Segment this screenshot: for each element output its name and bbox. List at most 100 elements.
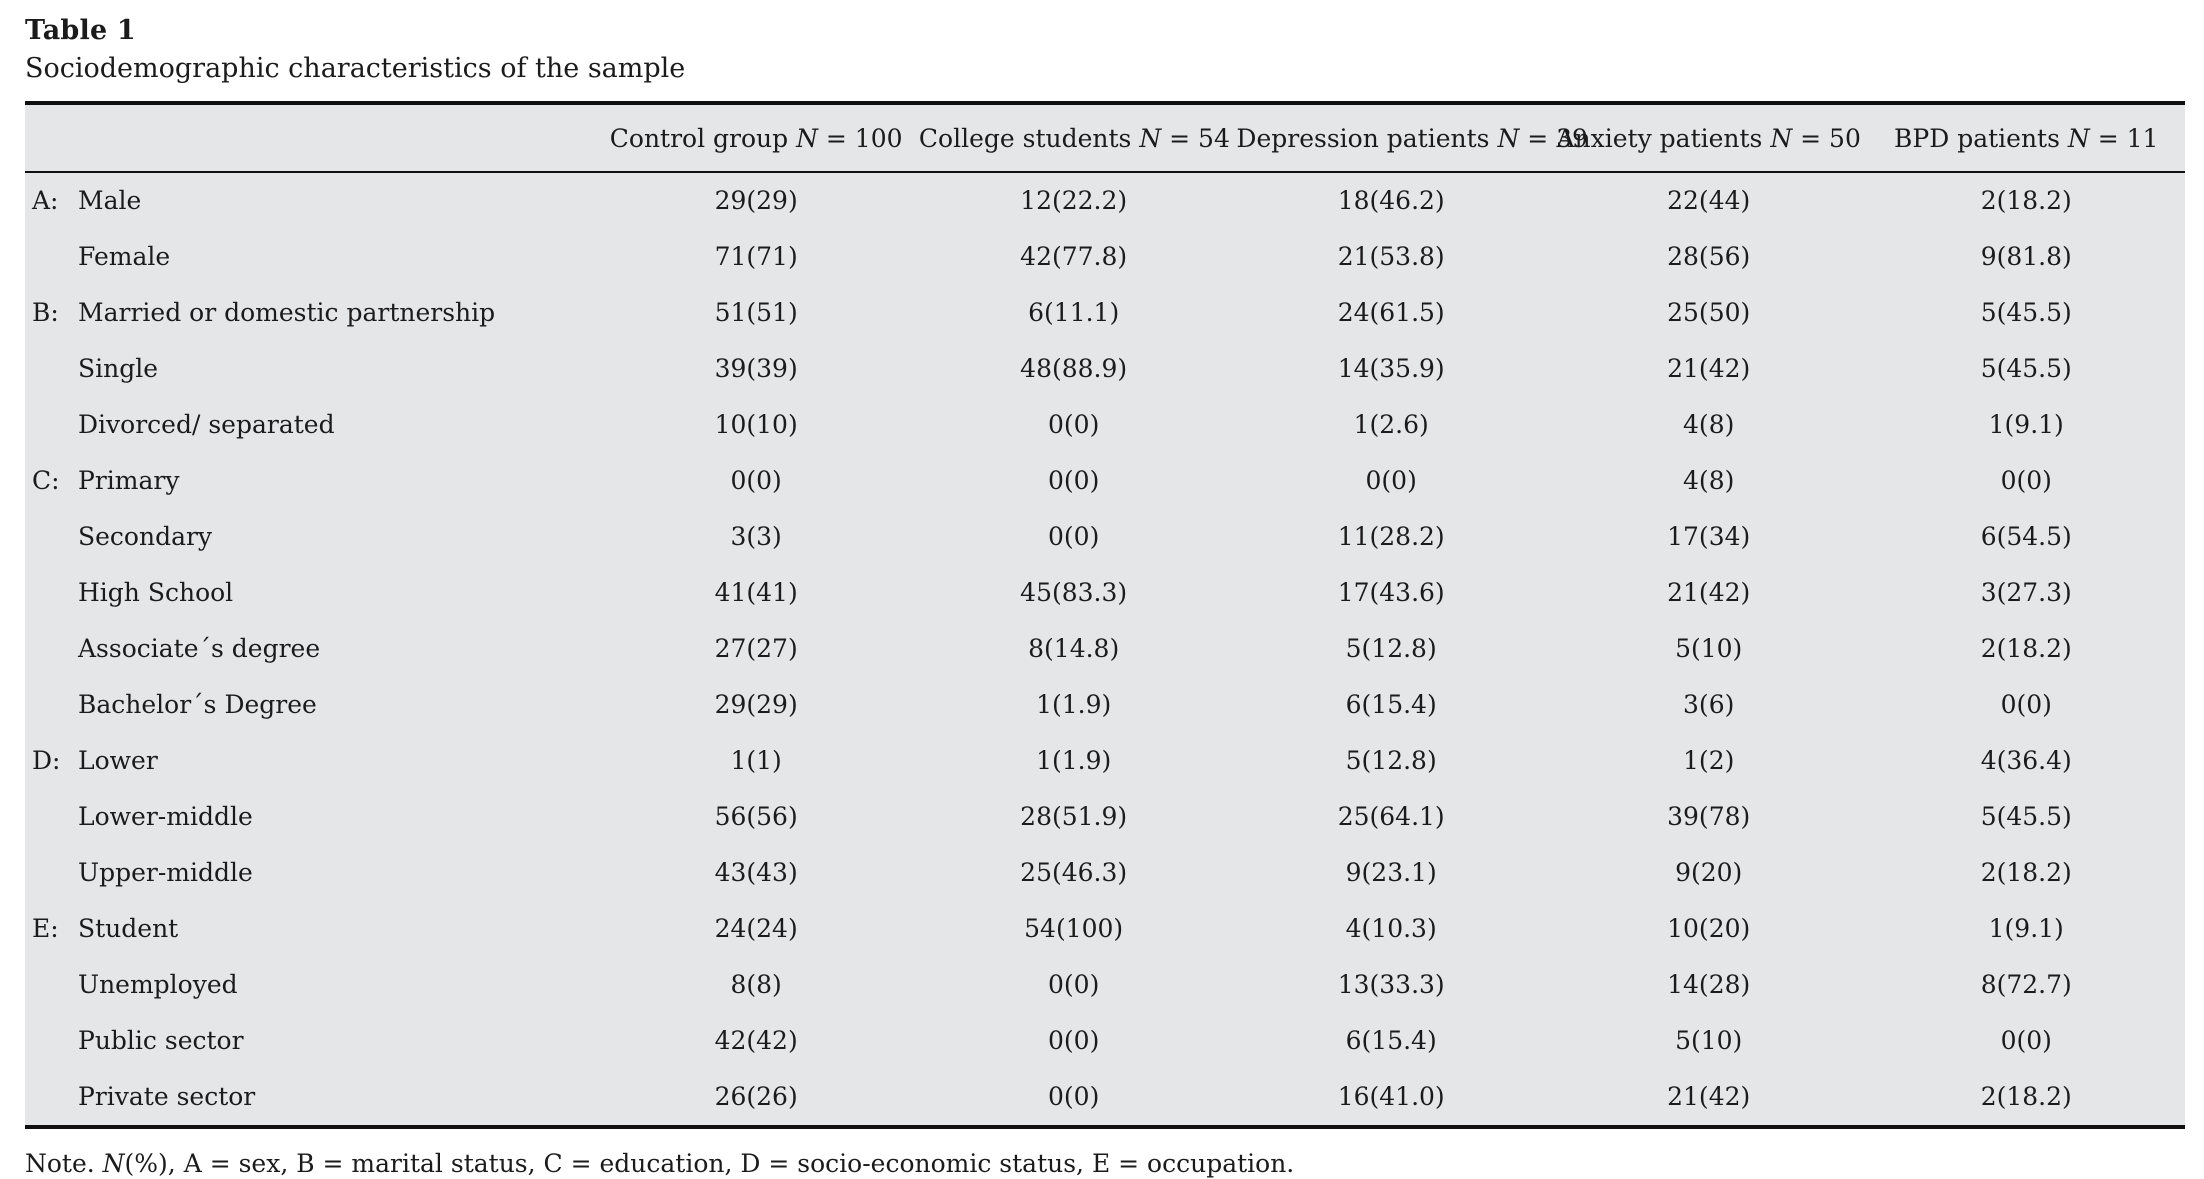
cell-anxiety-patients: 22(44) [1667,185,1751,215]
cell-college-students: 54(100) [1024,913,1124,943]
column-header: Anxiety patients N = 50 [1556,123,1861,153]
row-label: Primary [78,465,180,495]
note-prefix: Note. [25,1148,103,1178]
note-n-symbol: N [102,1148,125,1178]
cell-control-group: 8(8) [730,969,782,999]
table-header: Control group N = 100 College students N … [25,103,2185,172]
row-prefix: E: [32,913,59,943]
cell-control-group: 1(1) [730,745,782,775]
cell-bpd-patients: 1(9.1) [1988,913,2064,943]
cell-control-group: 29(29) [714,185,798,215]
row-label: Divorced/ separated [78,409,335,439]
cell-control-group: 27(27) [714,633,798,663]
cell-bpd-patients: 3(27.3) [1980,577,2072,607]
table-row: Bachelor´s Degree 29(29) 1(1.9) 6(15.4) … [25,677,2185,733]
table-row: Female 71(71) 42(77.8) 21(53.8) 28(56) 9… [25,229,2185,285]
table-row: Single 39(39) 48(88.9) 14(35.9) 21(42) 5… [25,341,2185,397]
cell-control-group: 26(26) [714,1081,798,1111]
cell-bpd-patients: 2(18.2) [1980,633,2072,663]
cell-anxiety-patients: 14(28) [1667,969,1751,999]
cell-depression-patients: 25(64.1) [1337,801,1445,831]
row-prefix: C: [32,465,60,495]
n-symbol: N [1497,123,1520,153]
cell-depression-patients: 14(35.9) [1337,353,1445,383]
row-label: Associate´s degree [78,633,321,663]
cell-anxiety-patients: 9(20) [1675,857,1743,887]
cell-control-group: 39(39) [714,353,798,383]
cell-anxiety-patients: 39(78) [1667,801,1751,831]
cell-depression-patients: 6(15.4) [1345,1025,1437,1055]
cell-college-students: 42(77.8) [1020,241,1128,271]
cell-college-students: 0(0) [1048,465,1100,495]
cell-bpd-patients: 0(0) [2000,465,2052,495]
cell-college-students: 8(14.8) [1028,633,1120,663]
cell-bpd-patients: 4(36.4) [1980,745,2072,775]
row-prefix: D: [32,745,61,775]
cell-control-group: 3(3) [730,521,782,551]
cell-depression-patients: 5(12.8) [1345,745,1437,775]
row-label: Bachelor´s Degree [78,689,317,719]
row-label: Student [78,913,179,943]
cell-college-students: 6(11.1) [1028,297,1120,327]
cell-control-group: 41(41) [714,577,798,607]
cell-control-group: 24(24) [714,913,798,943]
cell-bpd-patients: 8(72.7) [1980,969,2072,999]
cell-anxiety-patients: 3(6) [1683,689,1735,719]
cell-control-group: 10(10) [714,409,798,439]
cell-depression-patients: 9(23.1) [1345,857,1437,887]
sociodemographic-table: Control group N = 100 College students N … [25,100,2185,1129]
cell-depression-patients: 5(12.8) [1345,633,1437,663]
cell-anxiety-patients: 25(50) [1667,297,1751,327]
cell-control-group: 42(42) [714,1025,798,1055]
table-row: Upper-middle 43(43) 25(46.3) 9(23.1) 9(2… [25,845,2185,901]
row-label-cell: Bachelor´s Degree [25,677,597,733]
cell-control-group: 29(29) [714,689,798,719]
cell-anxiety-patients: 10(20) [1667,913,1751,943]
cell-college-students: 12(22.2) [1020,185,1128,215]
cell-college-students: 25(46.3) [1020,857,1128,887]
row-label-cell: Secondary [25,509,597,565]
row-label: Unemployed [78,969,238,999]
cell-anxiety-patients: 21(42) [1667,1081,1751,1111]
cell-depression-patients: 1(2.6) [1353,409,1429,439]
column-header: College students N = 54 [918,123,1230,153]
row-label-cell: A: Male [25,172,597,229]
row-label: Secondary [78,521,213,551]
header-stub-cell [25,103,597,172]
row-label-cell: E: Student [25,901,597,957]
n-symbol: N [2067,123,2090,153]
cell-college-students: 0(0) [1048,969,1100,999]
table-row: Public sector 42(42) 0(0) 6(15.4) 5(10) … [25,1013,2185,1069]
cell-depression-patients: 4(10.3) [1345,913,1437,943]
row-label: Private sector [78,1081,256,1111]
cell-bpd-patients: 1(9.1) [1988,409,2064,439]
cell-depression-patients: 6(15.4) [1345,689,1437,719]
row-label: Male [78,185,142,215]
cell-anxiety-patients: 21(42) [1667,353,1751,383]
cell-anxiety-patients: 1(2) [1683,745,1735,775]
row-label-cell: Private sector [25,1069,597,1127]
row-label-cell: Public sector [25,1013,597,1069]
row-prefix: B: [32,297,59,327]
row-label-cell: Single [25,341,597,397]
table-row: Secondary 3(3) 0(0) 11(28.2) 17(34) 6(54… [25,509,2185,565]
cell-control-group: 71(71) [714,241,798,271]
row-label-cell: Upper-middle [25,845,597,901]
cell-depression-patients: 21(53.8) [1337,241,1445,271]
row-label-cell: Divorced/ separated [25,397,597,453]
cell-college-students: 45(83.3) [1020,577,1128,607]
header-row: Control group N = 100 College students N … [25,103,2185,172]
row-label-cell: Unemployed [25,957,597,1013]
cell-college-students: 28(51.9) [1020,801,1128,831]
cell-bpd-patients: 0(0) [2000,689,2052,719]
cell-anxiety-patients: 17(34) [1667,521,1751,551]
cell-control-group: 56(56) [714,801,798,831]
table-row: Private sector 26(26) 0(0) 16(41.0) 21(4… [25,1069,2185,1127]
cell-anxiety-patients: 5(10) [1675,1025,1743,1055]
cell-bpd-patients: 6(54.5) [1980,521,2072,551]
row-label: Lower [78,745,158,775]
table-note: Note. N(%), A = sex, B = marital status,… [25,1148,2185,1179]
cell-college-students: 0(0) [1048,521,1100,551]
row-label-cell: D: Lower [25,733,597,789]
